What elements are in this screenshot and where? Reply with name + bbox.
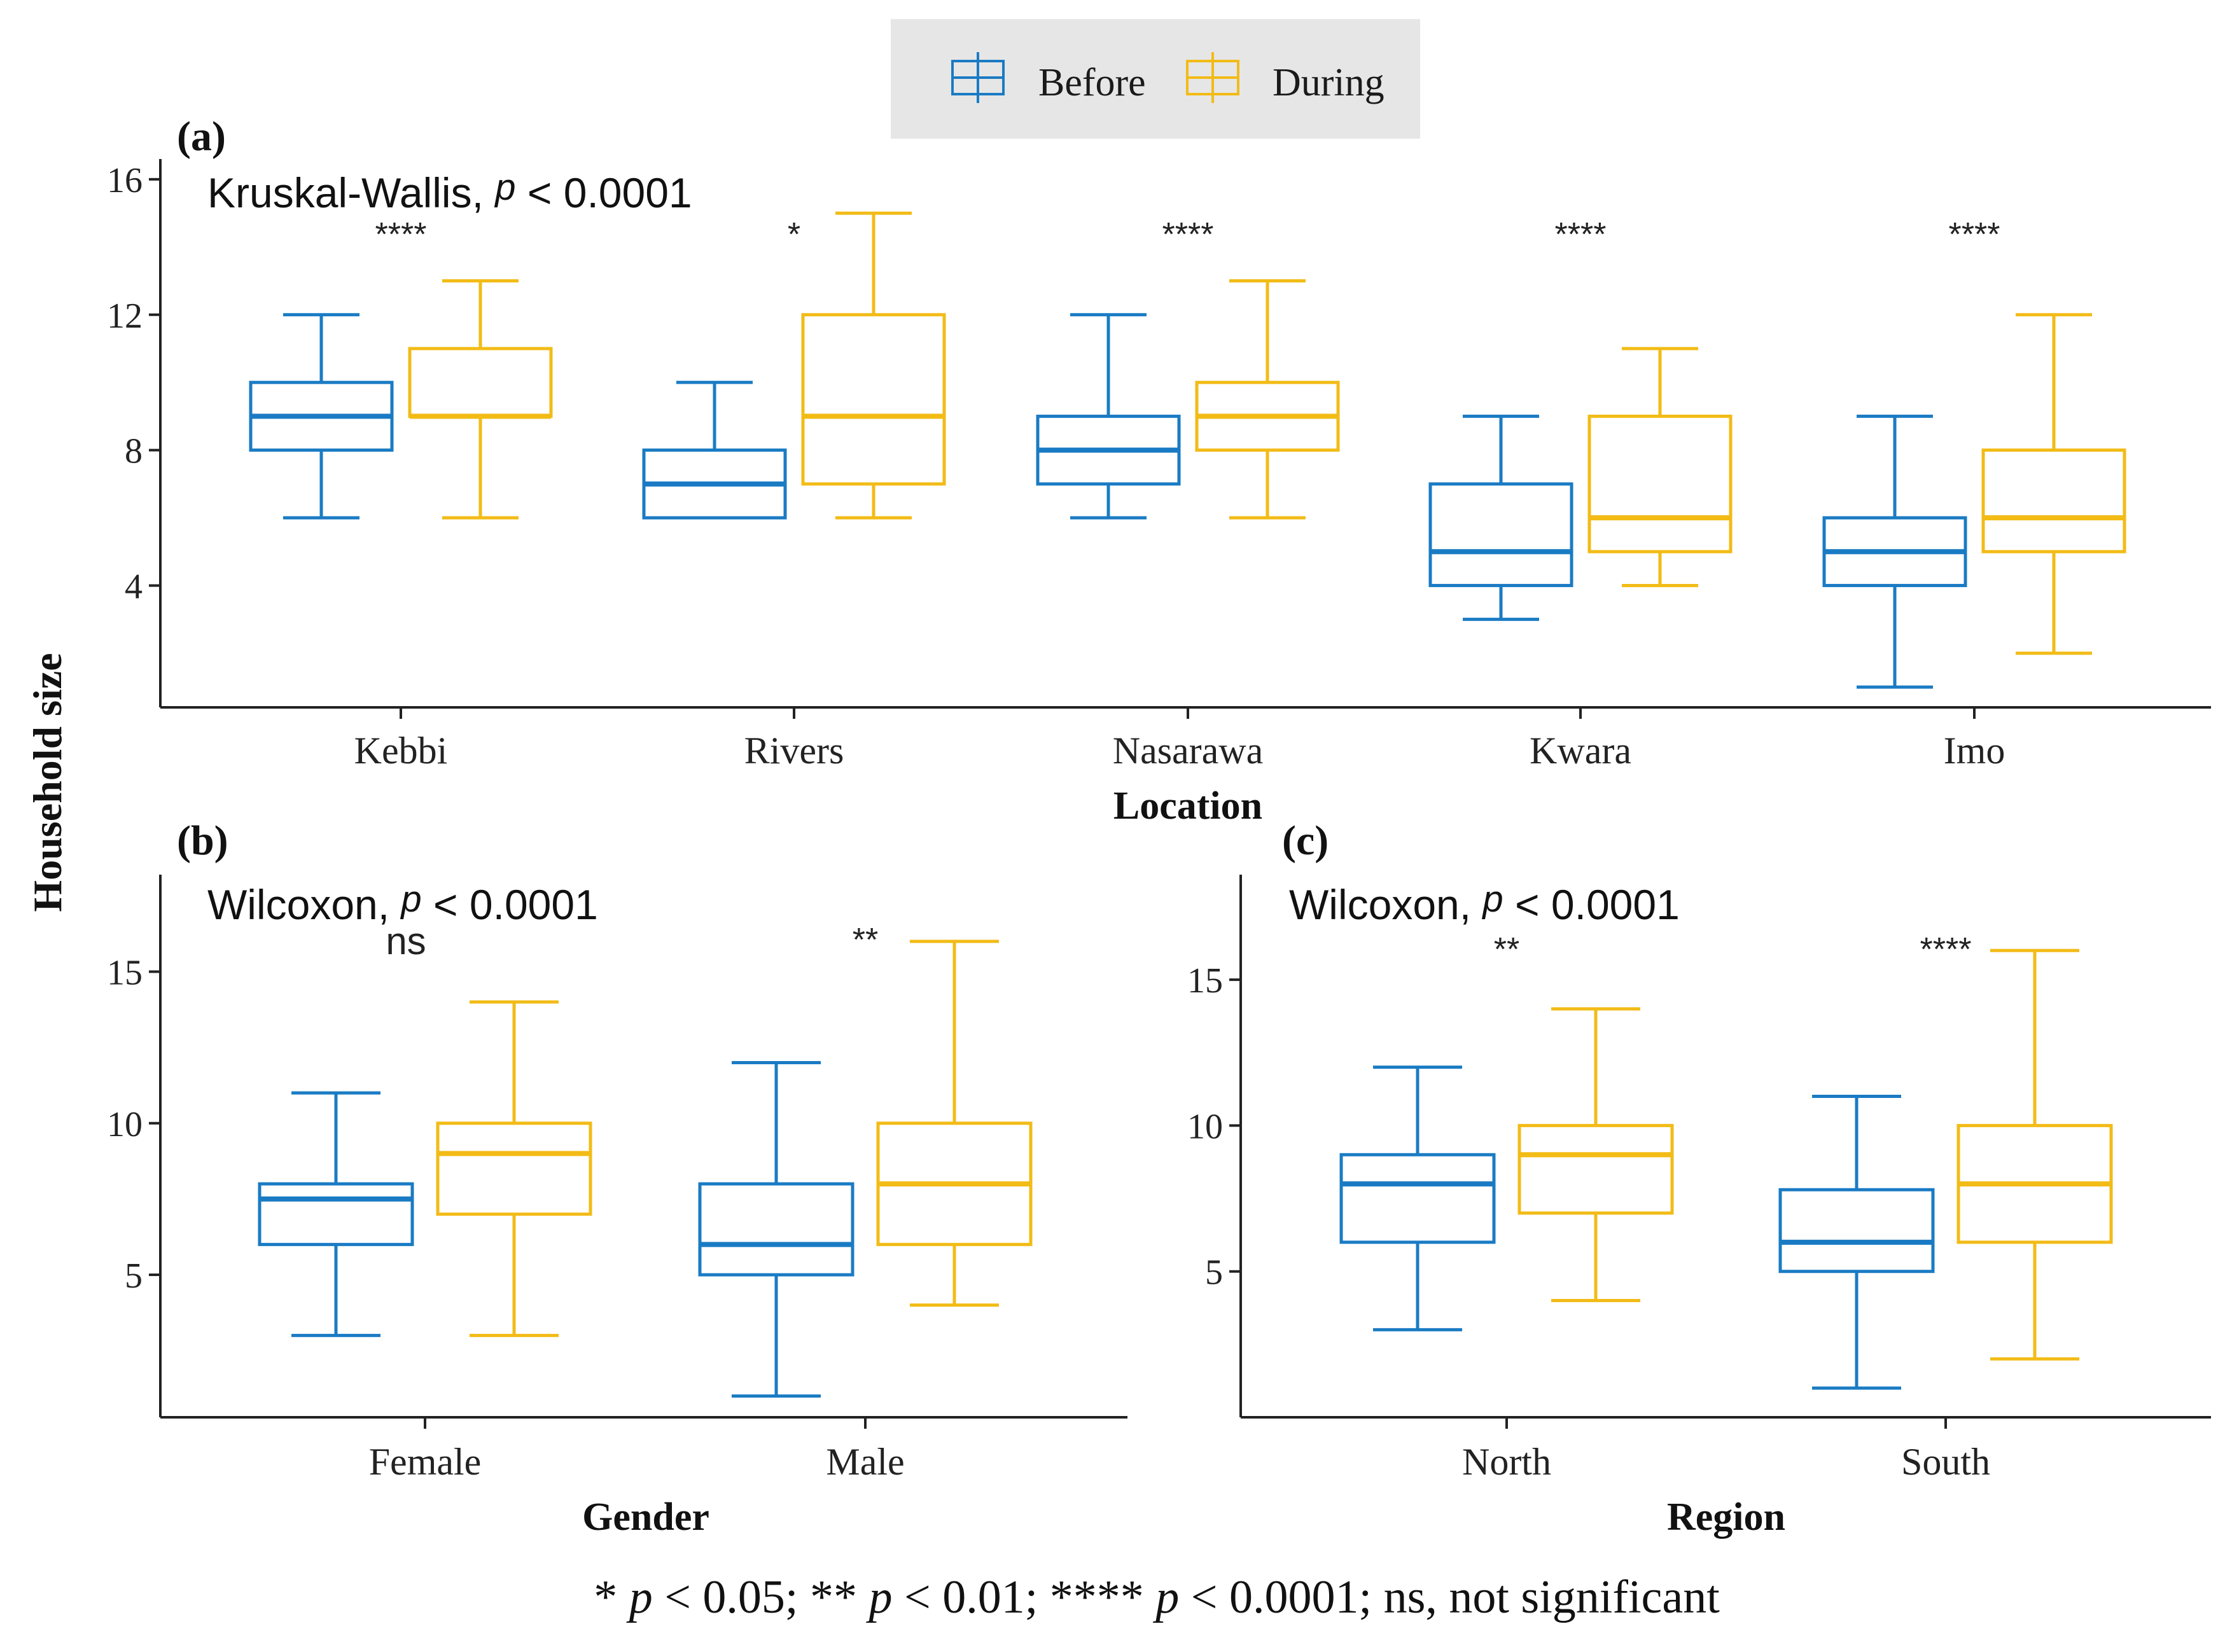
box-before	[642, 380, 787, 520]
panel-a: 4 8 12 16 Kebbi **** Rivers * Nasarawa **** Kwara *…	[107, 113, 2211, 828]
x-tick-label: North	[1462, 1441, 1551, 1483]
significance-label: *	[788, 216, 800, 253]
box-before	[1822, 414, 1967, 689]
box-iqr	[1517, 1123, 1674, 1215]
significance-label: ns	[386, 920, 426, 962]
test-name: Kruskal-Wallis,	[207, 169, 495, 216]
box-during	[1956, 948, 2113, 1361]
test-annotation: Wilcoxon, p < 0.0001	[207, 878, 598, 928]
footnote-t2: < 0.01; ****	[892, 1571, 1155, 1623]
x-tick-label: Nasarawa	[1113, 730, 1264, 772]
box-iqr	[1587, 414, 1733, 553]
y-tick-label: 8	[125, 432, 143, 471]
y-tick-label: 15	[1187, 961, 1223, 1001]
x-axis-title: Gender	[582, 1496, 709, 1539]
footnote-t3: < 0.0001; ns, not significant	[1179, 1571, 1720, 1623]
significance-label: **	[1494, 931, 1519, 968]
test-value: < 0.0001	[1503, 881, 1680, 928]
box-iqr	[408, 347, 553, 418]
x-tick-label: South	[1901, 1441, 1990, 1483]
box-during	[1517, 1007, 1674, 1303]
significance-label: **	[853, 922, 878, 959]
x-axis-title: Location	[1113, 784, 1262, 828]
y-tick-label: 10	[107, 1105, 143, 1144]
x-tick-label: Imo	[1944, 730, 2005, 772]
y-tick-label: 5	[125, 1256, 143, 1296]
test-p: p	[400, 878, 421, 920]
box-during	[1587, 347, 1733, 587]
y-tick-label: 10	[1187, 1107, 1223, 1146]
x-tick-label: Kwara	[1530, 730, 1631, 772]
test-annotation: Wilcoxon, p < 0.0001	[1289, 878, 1680, 928]
legend-key-during	[1186, 52, 1239, 103]
box-iqr	[436, 1121, 592, 1216]
footnote-p2: p	[865, 1571, 892, 1623]
box-during	[1195, 279, 1340, 520]
test-annotation: Kruskal-Wallis, p < 0.0001	[207, 167, 692, 216]
box-during	[801, 211, 946, 520]
footnote-lead: *	[594, 1571, 629, 1623]
box-iqr	[698, 1182, 854, 1277]
test-value: < 0.0001	[516, 169, 692, 216]
significance-label: ****	[1162, 216, 1214, 253]
significance-label: ****	[375, 216, 427, 253]
footnote-p3: p	[1152, 1571, 1179, 1623]
legend-key-before	[951, 52, 1005, 103]
panel-label: (b)	[177, 817, 228, 864]
test-p: p	[494, 167, 515, 208]
significance-label: ****	[1920, 931, 1972, 968]
box-before	[1339, 1065, 1496, 1331]
footnote: * p < 0.05; ** p < 0.01; **** p < 0.0001…	[594, 1571, 1720, 1623]
legend: Before During	[891, 19, 1420, 139]
y-tick-label: 15	[107, 953, 143, 992]
legend-label-before: Before	[1038, 61, 1146, 104]
significance-label: ****	[1949, 216, 2000, 253]
box-before	[258, 1091, 414, 1337]
box-before	[1036, 313, 1181, 520]
y-tick-label: 5	[1205, 1253, 1223, 1293]
footnote-p1: p	[626, 1571, 653, 1623]
box-iqr	[801, 313, 946, 486]
box-during	[408, 279, 553, 520]
box-before	[1778, 1095, 1935, 1390]
box-during	[436, 1000, 592, 1337]
box-iqr	[1428, 482, 1573, 587]
test-name: Wilcoxon,	[207, 881, 401, 928]
box-before	[249, 313, 394, 520]
box-before	[698, 1060, 854, 1398]
box-during	[1981, 313, 2126, 655]
test-p: p	[1481, 878, 1503, 920]
x-axis-title: Region	[1667, 1496, 1785, 1539]
panel-label: (c)	[1282, 817, 1329, 864]
y-tick-label: 4	[125, 567, 143, 606]
test-value: < 0.0001	[422, 881, 598, 928]
x-tick-label: Rivers	[744, 730, 844, 772]
box-iqr	[1778, 1188, 1935, 1274]
x-tick-label: Male	[826, 1441, 904, 1483]
box-during	[876, 940, 1033, 1307]
box-iqr	[1339, 1153, 1496, 1244]
y-tick-label: 16	[107, 161, 143, 200]
panel-b: 5 10 15 Female ns Male ** (b) Wilcoxon, p < 0.00…	[107, 817, 1127, 1539]
legend-label-during: During	[1273, 61, 1385, 104]
y-axis-title: Household size	[25, 653, 70, 912]
y-tick-label: 12	[107, 296, 143, 336]
x-tick-label: Kebbi	[354, 730, 448, 772]
box-before	[1428, 414, 1573, 621]
test-name: Wilcoxon,	[1289, 881, 1482, 928]
significance-label: ****	[1555, 216, 1607, 253]
footnote-t1: < 0.05; **	[653, 1571, 869, 1623]
panel-label: (a)	[177, 113, 226, 160]
panel-c: 5 10 15 North ** South **** (c) Wilcoxon, p < 0.…	[1187, 817, 2211, 1539]
x-tick-label: Female	[369, 1441, 482, 1483]
box-iqr	[258, 1182, 414, 1246]
box-iqr	[1981, 448, 2126, 553]
